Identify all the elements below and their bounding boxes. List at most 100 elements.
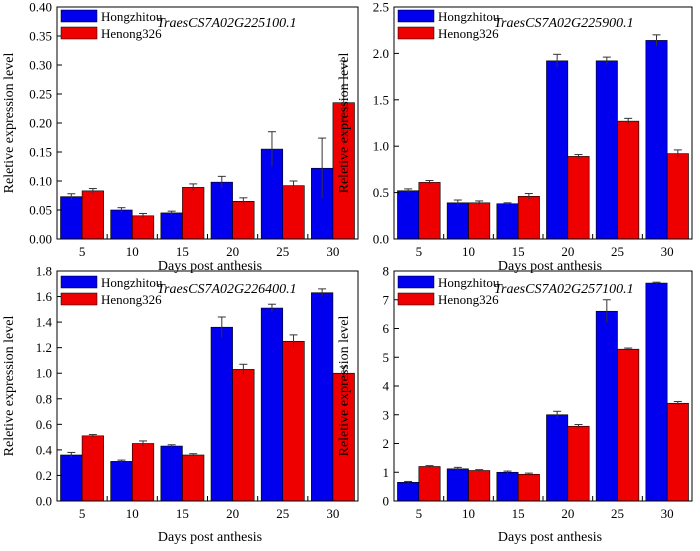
- x-tick-label: 25: [276, 244, 289, 259]
- y-tick-label: 0.20: [29, 116, 52, 131]
- bar-hongzhitou-20: [210, 181, 233, 240]
- legend-swatch-hongzhitou: [397, 275, 435, 289]
- x-tick-label: 10: [462, 506, 475, 521]
- bar-henong326-15: [182, 187, 205, 240]
- y-tick-label: 3: [383, 407, 390, 422]
- x-tick-label: 10: [126, 244, 139, 259]
- bar-henong326-15: [517, 473, 540, 502]
- bar-hongzhitou-5: [60, 196, 83, 240]
- bar-hongzhitou-10: [110, 461, 133, 502]
- y-tick-label: 1.8: [36, 264, 52, 279]
- x-tick-label: 10: [126, 506, 139, 521]
- bar-henong326-30: [666, 153, 689, 240]
- y-tick-label: 0.30: [29, 58, 52, 73]
- y-axis-label: Reletive expression level: [2, 53, 17, 194]
- bar-hongzhitou-30: [311, 292, 334, 502]
- x-tick-label: 5: [79, 244, 86, 259]
- x-tick-label: 30: [326, 244, 339, 259]
- x-axis-label: Days post anthesis: [158, 530, 262, 545]
- x-tick-label: 5: [416, 244, 423, 259]
- x-tick-label: 20: [226, 244, 239, 259]
- x-tick-label: 20: [226, 506, 239, 521]
- x-tick-label: 25: [611, 506, 624, 521]
- y-tick-label: 0.05: [29, 203, 52, 218]
- legend-label-hongzhitou: Hongzhitou: [438, 275, 500, 290]
- bar-hongzhitou-15: [496, 203, 519, 240]
- chart-panel-1: 0.00 0.05 0.10 0.15 0.20 0.25 0.30 0.35 0.40 5 10 1…: [2, 0, 359, 274]
- y-axis-label: Reletive expression level: [337, 53, 352, 194]
- x-tick-label: 20: [561, 244, 574, 259]
- x-tick-label: 30: [326, 506, 339, 521]
- y-tick-label: 0.0: [373, 232, 389, 247]
- bar-hongzhitou-20: [210, 326, 233, 502]
- chart-panel-4: 0 1 2 3 4 5 6 7 8 5 10 15 20 25 30 Days post anthesis Re…: [337, 264, 693, 545]
- y-axis-label: Reletive expression level: [337, 316, 352, 457]
- bar-henong326-10: [131, 443, 155, 502]
- y-tick-label: 0: [383, 494, 390, 509]
- y-tick-label: 4: [383, 379, 390, 394]
- bar-henong326-25: [617, 120, 640, 240]
- y-tick-label: 0.15: [29, 145, 52, 160]
- y-tick-label: 0.40: [29, 0, 52, 15]
- bar-henong326-25: [617, 348, 640, 502]
- chart-panel-2: 0.0 0.5 1.0 1.5 2.0 2.5 5 10 15 20 25 30 Days post a…: [337, 0, 693, 274]
- bar-henong326-25: [282, 340, 305, 502]
- y-tick-label: 2: [383, 436, 390, 451]
- bar-henong326-15: [182, 454, 205, 502]
- y-tick-label: 2.0: [373, 46, 389, 61]
- bar-hongzhitou-5: [60, 454, 83, 502]
- bar-henong326-5: [418, 182, 441, 240]
- bar-hongzhitou-5: [397, 482, 420, 502]
- y-tick-label: 1.2: [36, 340, 52, 355]
- y-tick-label: 0.8: [36, 391, 52, 406]
- x-tick-label: 30: [661, 506, 674, 521]
- bar-hongzhitou-10: [446, 468, 469, 502]
- y-tick-label: 1.6: [36, 289, 53, 304]
- y-tick-label: 7: [383, 292, 390, 307]
- y-tick-label: 0.2: [36, 468, 52, 483]
- legend-swatch-hongzhitou: [60, 9, 98, 23]
- y-tick-label: 0.0: [36, 494, 52, 509]
- bar-henong326-5: [81, 190, 104, 240]
- x-tick-label: 30: [661, 244, 674, 259]
- bar-henong326-20: [232, 369, 255, 502]
- y-tick-label: 0.35: [29, 29, 52, 44]
- legend-label-henong326: Henong326: [101, 292, 162, 307]
- y-tick-label: 0.10: [29, 174, 52, 189]
- y-tick-label: 0.4: [36, 442, 53, 457]
- bar-hongzhitou-15: [160, 445, 183, 502]
- chart-panel-3: 0.0 0.2 0.4 0.6 0.8 1.0 1.2 1.4 1.6 1.8 5 10 15 20 25 3…: [2, 264, 359, 545]
- x-axis-label: Days post anthesis: [498, 530, 602, 545]
- bar-hongzhitou-30: [645, 282, 668, 502]
- legend-swatch-henong326: [397, 26, 435, 40]
- bar-hongzhitou-10: [110, 209, 133, 240]
- legend-swatch-henong326: [60, 26, 98, 40]
- bar-hongzhitou-20: [546, 414, 569, 502]
- y-tick-label: 0.00: [29, 232, 52, 247]
- legend-swatch-hongzhitou: [60, 275, 98, 289]
- bar-henong326-10: [468, 470, 491, 502]
- y-tick-label: 5: [383, 350, 390, 365]
- bar-henong326-10: [131, 215, 155, 240]
- bar-henong326-15: [517, 196, 540, 240]
- y-tick-label: 1.4: [36, 315, 53, 330]
- bar-henong326-20: [567, 156, 590, 240]
- bar-hongzhitou-25: [595, 310, 618, 502]
- legend-label-hongzhitou: Hongzhitou: [101, 9, 163, 24]
- legend-label-hongzhitou: Hongzhitou: [101, 275, 163, 290]
- legend-swatch-hongzhitou: [397, 9, 435, 23]
- bar-hongzhitou-10: [446, 202, 469, 240]
- x-tick-label: 20: [561, 506, 574, 521]
- bar-hongzhitou-20: [546, 60, 569, 240]
- chart-title: TraesCS7A02G257100.1: [494, 282, 634, 297]
- chart-title: TraesCS7A02G225900.1: [494, 16, 634, 31]
- legend-swatch-henong326: [60, 292, 98, 306]
- y-tick-label: 2.5: [373, 0, 389, 15]
- y-axis-label: Reletive expression level: [2, 316, 17, 457]
- bar-hongzhitou-30: [645, 40, 668, 240]
- bar-henong326-20: [567, 425, 590, 502]
- legend-label-henong326: Henong326: [101, 26, 162, 41]
- y-tick-label: 0.6: [36, 417, 53, 432]
- x-tick-label: 5: [79, 506, 86, 521]
- x-tick-label: 15: [176, 506, 189, 521]
